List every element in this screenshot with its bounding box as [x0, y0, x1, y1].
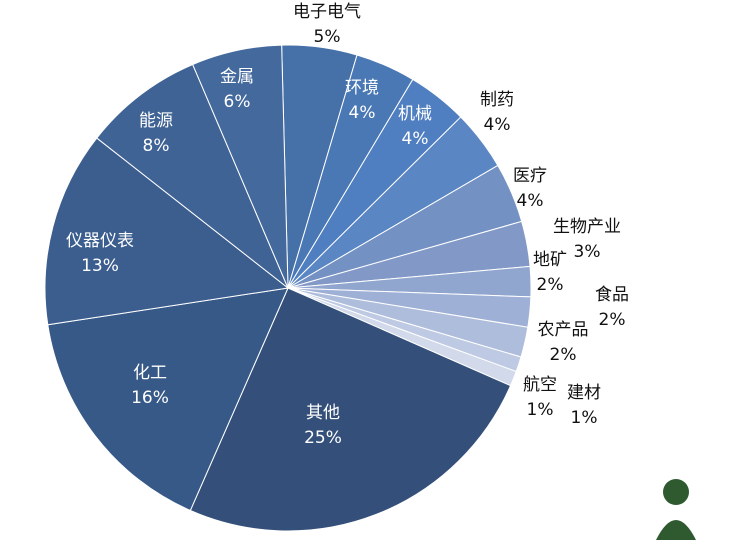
value-label: 13% [81, 256, 119, 276]
slice-label: 农产品 [538, 320, 589, 340]
slice-label: 地矿 [533, 250, 567, 270]
slice-label: 其他 [306, 403, 340, 423]
slice-label: 化工 [133, 363, 167, 383]
value-label: 1% [527, 400, 554, 420]
pie-slice [44, 137, 290, 326]
slice-label: 医疗 [513, 166, 547, 186]
slice-label: 电子电气 [293, 2, 361, 22]
slice-label: 食品 [595, 285, 629, 305]
pie-slice [47, 287, 289, 512]
slice-label: 机械 [398, 104, 432, 124]
value-label: 1% [571, 408, 598, 428]
value-label: 4% [484, 115, 511, 135]
value-label: 4% [349, 103, 376, 123]
value-label: 5% [314, 27, 341, 47]
value-label: 4% [517, 191, 544, 211]
value-label: 2% [599, 310, 626, 330]
pie-slice [189, 287, 512, 532]
value-label: 3% [574, 242, 601, 262]
value-label: 4% [402, 129, 429, 149]
value-label: 2% [537, 275, 564, 295]
value-label: 8% [143, 136, 170, 156]
slice-label: 生物产业 [553, 217, 621, 237]
value-label: 25% [304, 428, 342, 448]
pie-slice [192, 44, 289, 289]
value-label: 2% [550, 345, 577, 365]
slice-label: 金属 [220, 67, 254, 87]
slice-label: 建材 [567, 383, 601, 403]
slice-label: 制药 [480, 90, 514, 110]
slice-label: 能源 [139, 111, 173, 131]
pie-slice [96, 63, 289, 289]
slice-label: 仪器仪表 [66, 231, 134, 251]
watermark [656, 479, 696, 540]
value-label: 16% [131, 388, 169, 408]
value-label: 6% [224, 92, 251, 112]
slice-label: 环境 [345, 78, 379, 98]
slice-label: 航空 [523, 375, 557, 395]
